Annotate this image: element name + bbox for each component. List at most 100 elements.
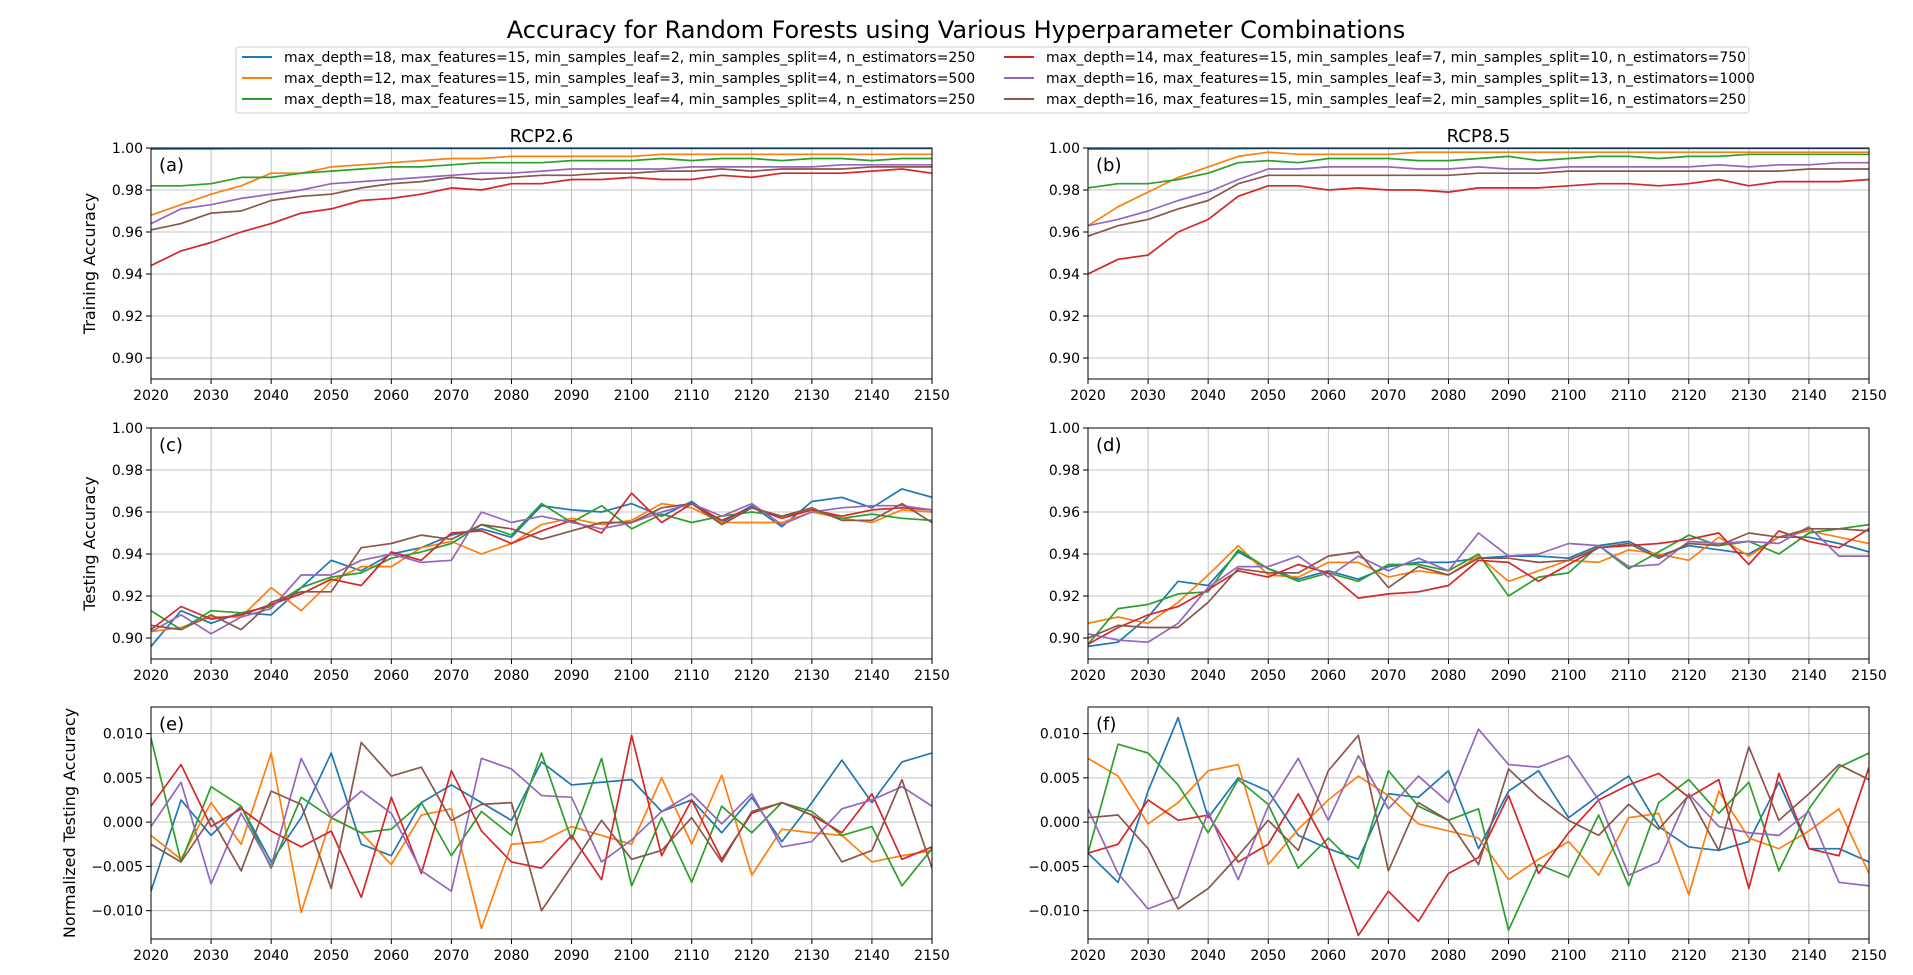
axes-frame [1087,427,1870,660]
x-tick-label: 2100 [1551,388,1587,404]
series-line-6 [151,166,932,231]
x-tick-label: 2020 [1070,948,1106,964]
y-tick-label: 0.98 [1049,463,1080,479]
series-line-4 [151,168,932,267]
y-tick-label: 0.005 [1040,771,1080,787]
x-tick-label: 2150 [1851,388,1887,404]
x-tick-label: 2090 [554,948,590,964]
x-tick-label: 2030 [1130,668,1166,684]
series-line-2 [1088,530,1869,625]
legend-label: max_depth=14, max_features=15, min_sampl… [1046,50,1746,66]
x-tick-label: 2060 [1310,668,1346,684]
x-tick-label: 2040 [253,388,289,404]
y-tick-label: 1.00 [112,421,143,437]
y-tick-label: 0.90 [112,351,143,367]
legend-entry: max_depth=12, max_features=15, min_sampl… [242,71,975,87]
x-tick-label: 2140 [1791,388,1827,404]
x-tick-label: 2040 [1190,668,1226,684]
y-tick-label: 1.00 [112,141,143,157]
x-tick-label: 2120 [1671,388,1707,404]
x-tick-label: 2030 [1130,948,1166,964]
panel-f: 2020 2030 2040 2050 2060 2070 2080 2090 2100 2110… [1028,706,1887,964]
x-tick-label: 2150 [914,388,950,404]
x-tick-label: 2070 [434,388,470,404]
chart-panels: 2020 2030 2040 2050 2060 2070 2080 2090 2100 2110… [60,126,1887,964]
y-axis-label: Training Accuracy [80,193,99,335]
y-tick-label: 0.96 [112,505,143,521]
x-tick-label: 2060 [1310,388,1346,404]
y-tick-label: 0.94 [112,267,143,283]
x-tick-label: 2130 [794,668,830,684]
legend-label: max_depth=16, max_features=15, min_sampl… [1046,71,1755,87]
panel-d: 2020 2030 2040 2050 2060 2070 2080 2090 2100 2110… [1049,421,1887,684]
legend-label: max_depth=12, max_features=15, min_sampl… [284,71,975,87]
series-line-2 [1088,757,1869,896]
x-tick-label: 2140 [854,388,890,404]
y-tick-label: 0.96 [1049,225,1080,241]
series-line-5 [1088,728,1869,910]
x-tick-label: 2070 [1371,668,1407,684]
x-tick-label: 2070 [434,668,470,684]
x-tick-label: 2140 [854,668,890,684]
x-tick-label: 2110 [674,388,710,404]
legend-frame [235,46,1750,114]
series-line-2 [1088,151,1869,227]
legend-label: max_depth=18, max_features=15, min_sampl… [284,92,975,108]
y-tick-label: 0.90 [1049,631,1080,647]
series-group [1088,523,1869,648]
x-tick-label: 2130 [794,388,830,404]
x-tick-label: 2060 [1310,948,1346,964]
panel-a: 2020 2030 2040 2050 2060 2070 2080 2090 2100 2110… [80,126,950,404]
y-tick-label: 0.96 [1049,505,1080,521]
x-tick-label: 2040 [253,948,289,964]
x-tick-label: 2080 [1431,668,1467,684]
y-tick-label: 0.94 [1049,267,1080,283]
y-tick-label: 0.92 [112,309,143,325]
x-tick-label: 2110 [1611,388,1647,404]
x-tick-label: 2150 [1851,948,1887,964]
legend-entry: max_depth=16, max_features=15, min_sampl… [1004,71,1755,87]
x-tick-label: 2080 [494,668,530,684]
x-tick-label: 2090 [1491,388,1527,404]
series-line-6 [151,502,932,631]
x-tick-label: 2040 [253,668,289,684]
y-tick-label: 1.00 [1049,141,1080,157]
x-tick-label: 2080 [1431,388,1467,404]
x-tick-label: 2040 [1190,948,1226,964]
series-line-4 [1088,528,1869,646]
x-tick-label: 2080 [494,388,530,404]
y-tick-label: 0.96 [112,225,143,241]
x-tick-label: 2130 [1731,388,1767,404]
series-line-4 [1088,766,1869,937]
x-tick-label: 2100 [614,668,650,684]
x-tick-label: 2020 [133,668,169,684]
y-tick-label: 1.00 [1049,421,1080,437]
series-line-4 [151,492,932,631]
x-tick-label: 2120 [734,668,770,684]
y-tick-label: 0.92 [1049,589,1080,605]
panel-label: (f) [1096,714,1116,735]
axes-frame [150,147,933,380]
x-tick-label: 2150 [914,668,950,684]
x-tick-label: 2120 [1671,668,1707,684]
panel-b: 2020 2030 2040 2050 2060 2070 2080 2090 2100 2110… [1049,126,1887,404]
series-group [151,734,932,930]
series-line-5 [151,502,932,635]
x-tick-label: 2020 [1070,388,1106,404]
x-tick-label: 2100 [1551,948,1587,964]
x-tick-label: 2060 [373,948,409,964]
y-tick-label: 0.98 [112,183,143,199]
y-tick-label: −0.010 [91,904,143,920]
legend-entry: max_depth=16, max_features=15, min_sampl… [1004,92,1746,108]
x-tick-label: 2050 [313,948,349,964]
series-line-3 [1088,153,1869,189]
x-tick-label: 2100 [1551,668,1587,684]
x-tick-label: 2030 [193,388,229,404]
x-tick-label: 2110 [674,948,710,964]
series-line-6 [1088,168,1869,238]
legend-label: max_depth=18, max_features=15, min_sampl… [284,50,975,66]
x-tick-label: 2030 [193,668,229,684]
panel-label: (b) [1096,155,1121,176]
y-tick-label: 0.90 [112,631,143,647]
